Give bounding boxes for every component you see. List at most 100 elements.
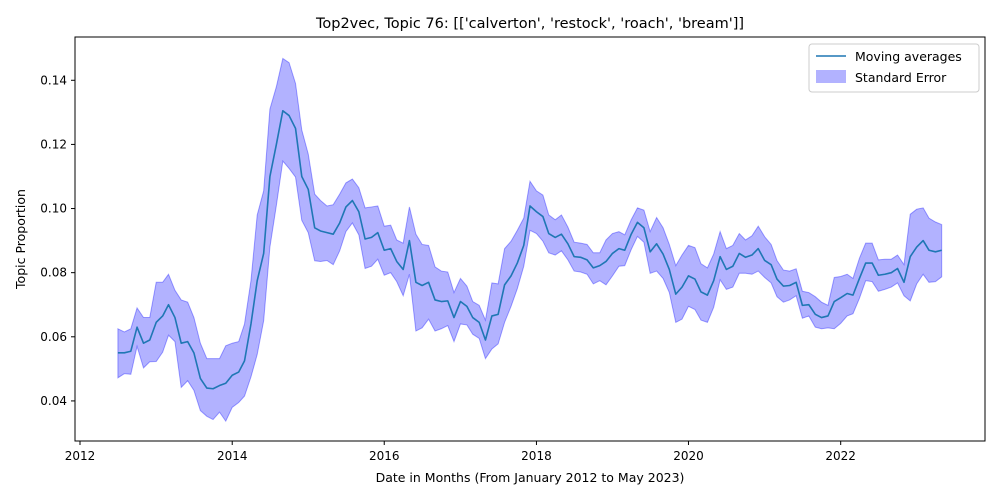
- legend-label-moving-averages: Moving averages: [855, 49, 962, 64]
- y-axis-label: Topic Proportion: [13, 189, 28, 290]
- data-point: [237, 371, 239, 373]
- data-point: [510, 275, 512, 277]
- data-point: [706, 294, 708, 296]
- data-point: [307, 188, 309, 190]
- y-axis: 0.04 0.06 0.08 0.10 0.12 0.14: [40, 73, 75, 408]
- data-point: [186, 340, 188, 342]
- data-point: [269, 175, 271, 177]
- data-point: [788, 284, 790, 286]
- data-point: [136, 326, 138, 328]
- data-point: [250, 323, 252, 325]
- data-point: [396, 260, 398, 262]
- data-point: [681, 286, 683, 288]
- data-point: [738, 252, 740, 254]
- data-point: [940, 249, 942, 251]
- data-point: [725, 268, 727, 270]
- data-point: [903, 281, 905, 283]
- data-point: [922, 239, 924, 241]
- data-point: [472, 316, 474, 318]
- y-tick-label: 0.08: [40, 266, 67, 280]
- data-point: [288, 114, 290, 116]
- data-point: [377, 231, 379, 233]
- data-point: [864, 262, 866, 264]
- data-point: [776, 278, 778, 280]
- data-point: [542, 215, 544, 217]
- data-point: [275, 143, 277, 145]
- data-point: [421, 284, 423, 286]
- data-point: [934, 251, 936, 253]
- data-point: [408, 239, 410, 241]
- data-point: [326, 231, 328, 233]
- data-point: [218, 384, 220, 386]
- data-point: [389, 247, 391, 249]
- data-point: [440, 300, 442, 302]
- data-point: [332, 233, 334, 235]
- data-point: [294, 127, 296, 129]
- data-point: [453, 316, 455, 318]
- data-point: [675, 293, 677, 295]
- data-point: [130, 350, 132, 352]
- data-point: [262, 252, 264, 254]
- data-point: [636, 221, 638, 223]
- data-point: [839, 296, 841, 298]
- data-point: [503, 284, 505, 286]
- data-point: [846, 292, 848, 294]
- data-point: [833, 300, 835, 302]
- data-point: [370, 236, 372, 238]
- data-point: [149, 339, 151, 341]
- data-point: [174, 316, 176, 318]
- data-point: [193, 352, 195, 354]
- data-point: [630, 233, 632, 235]
- data-point: [916, 246, 918, 248]
- data-point: [687, 275, 689, 277]
- data-point: [383, 249, 385, 251]
- data-point: [808, 304, 810, 306]
- data-point: [256, 279, 258, 281]
- data-point: [928, 249, 930, 251]
- data-point: [231, 374, 233, 376]
- data-point: [351, 199, 353, 201]
- plot-area: [117, 57, 943, 423]
- standard-error-band: [117, 57, 943, 423]
- x-tick-label: 2016: [369, 449, 400, 463]
- moving-average-line: [117, 109, 942, 390]
- data-point: [782, 285, 784, 287]
- data-point: [770, 263, 772, 265]
- data-point: [801, 304, 803, 306]
- x-tick-label: 2018: [521, 449, 552, 463]
- data-point: [795, 281, 797, 283]
- data-point: [402, 268, 404, 270]
- data-point: [225, 382, 227, 384]
- legend-box: [808, 43, 980, 93]
- data-point: [586, 259, 588, 261]
- legend: Moving averages Standard Error: [808, 43, 980, 93]
- data-point: [751, 254, 753, 256]
- data-point: [655, 243, 657, 245]
- data-point: [884, 273, 886, 275]
- data-point: [643, 227, 645, 229]
- data-point: [358, 211, 360, 213]
- y-tick-label: 0.10: [40, 202, 67, 216]
- data-point: [319, 230, 321, 232]
- data-point: [827, 315, 829, 317]
- data-point: [763, 259, 765, 261]
- data-point: [592, 267, 594, 269]
- data-point: [744, 256, 746, 258]
- data-point: [757, 247, 759, 249]
- data-point: [447, 300, 449, 302]
- x-axis-label: Date in Months (From January 2012 to May…: [376, 470, 685, 485]
- plot-frame: [74, 36, 986, 442]
- y-tick-label: 0.04: [40, 394, 67, 408]
- x-tick-label: 2014: [217, 449, 248, 463]
- legend-label-standard-error: Standard Error: [855, 70, 947, 85]
- data-point: [700, 291, 702, 293]
- data-point: [605, 260, 607, 262]
- data-point: [167, 304, 169, 306]
- data-point: [243, 360, 245, 362]
- data-point: [212, 388, 214, 390]
- data-point: [611, 252, 613, 254]
- y-tick-label: 0.14: [40, 73, 67, 87]
- data-point: [858, 277, 860, 279]
- data-point: [624, 249, 626, 251]
